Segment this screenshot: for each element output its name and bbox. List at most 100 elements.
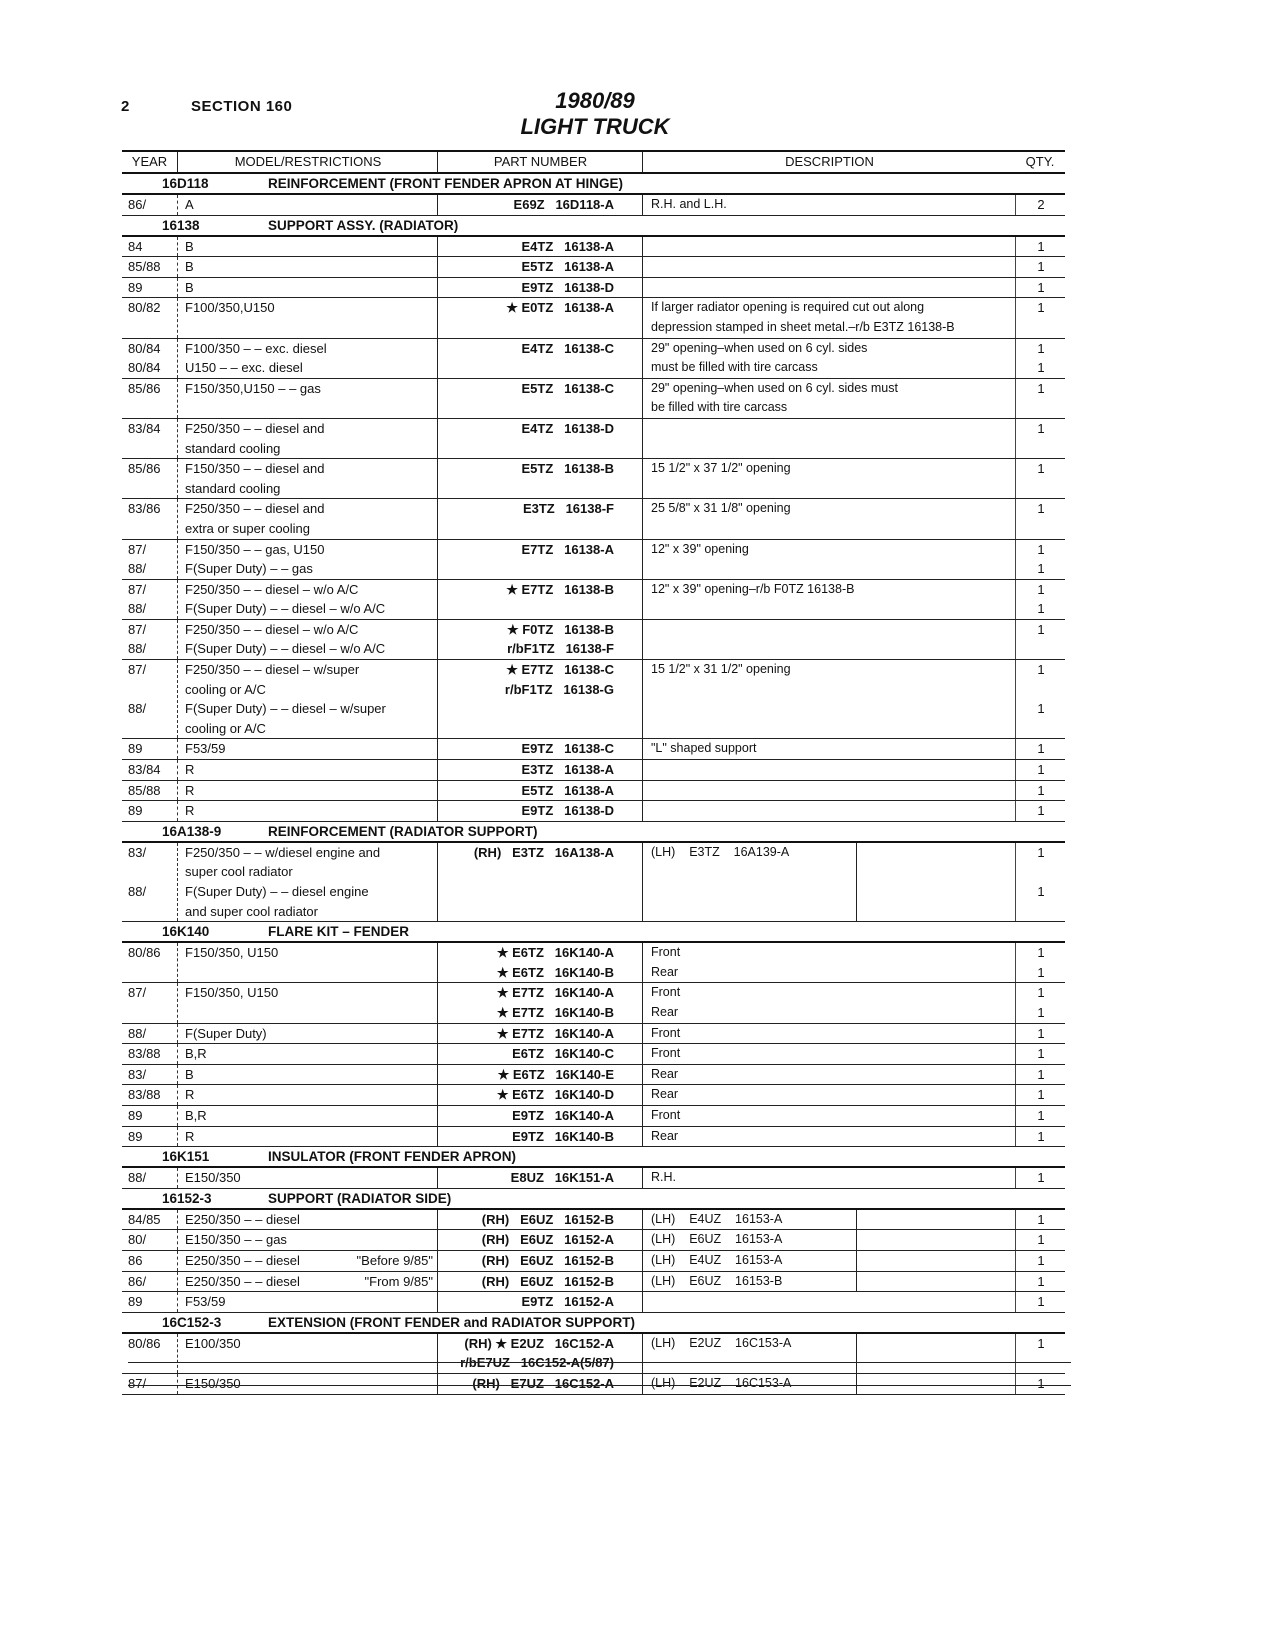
- model-line: F150/350 – – gas, U150: [185, 541, 325, 557]
- model-line: F(Super Duty) – – gas: [185, 561, 313, 577]
- part-number-cell: (RH) E6UZ 16152-B: [437, 1209, 642, 1230]
- qty-cell: 1: [1015, 739, 1066, 760]
- part-number-cell: ★ E7TZ 16138-C r/bF1TZ 16138-G: [437, 660, 642, 739]
- year-line: 86/: [128, 1273, 147, 1289]
- year-cell: 80/: [122, 1230, 177, 1250]
- part-number-cell: E9TZ 16138-D: [437, 801, 642, 821]
- year-line: 89: [128, 1107, 143, 1123]
- qty-cell: 1: [1015, 1250, 1066, 1271]
- part-number-line: r/bF1TZ 16138-G: [504, 681, 614, 697]
- col-part: PART NUMBER: [437, 152, 643, 172]
- model-line: B: [185, 279, 194, 295]
- table-row: 80/82 F100/350,U150 ★ E0TZ 16138-A If large…: [122, 298, 1065, 339]
- table-row: 83/84 R E3TZ 16138-A 1: [122, 760, 1065, 781]
- year-cell: 84/85: [122, 1210, 177, 1230]
- part-number-cell: ★ E7TZ 16K140-A ★ E7TZ 16K140-B: [437, 983, 642, 1023]
- description-cell: (LH) E4UZ 16153-A: [642, 1250, 1015, 1271]
- qty-cell: 1: [1015, 1126, 1066, 1147]
- description-line: R.H.: [651, 1170, 676, 1185]
- year-cell: 85/88: [122, 257, 177, 277]
- model-cell: A: [177, 195, 437, 215]
- description-line: 25 5/8" x 31 1/8" opening: [651, 501, 791, 516]
- part-number-line: ★ F0TZ 16138-B: [506, 621, 614, 637]
- section-title: REINFORCEMENT (FRONT FENDER APRON AT HIN…: [268, 176, 623, 191]
- qty-cell: 1: [1015, 257, 1066, 277]
- model-cell: E150/350 – – gas: [177, 1230, 437, 1250]
- part-number-line: E9TZ 16K140-A: [512, 1107, 614, 1123]
- year-cell: 89: [122, 801, 177, 821]
- column-divider: [856, 1250, 857, 1271]
- model-line: B,R: [185, 1046, 207, 1062]
- model-cell: B: [177, 257, 437, 277]
- part-number-line: E5TZ 16138-A: [521, 782, 615, 798]
- year-line: [128, 680, 177, 700]
- qty-line: 1: [1037, 1005, 1045, 1020]
- qty-cell: 1: [1015, 1209, 1066, 1230]
- description-cell: (LH) E2UZ 16C153-A: [642, 1333, 1015, 1373]
- year-cell: 87/88/: [122, 540, 177, 579]
- description-line: (LH) E2UZ 16C153-A: [651, 1375, 792, 1390]
- description-line: be filled with tire carcass: [651, 400, 788, 415]
- table-row: 87/88/F150/350 – – gas, U150 F(Super Duty…: [122, 539, 1065, 580]
- qty-line: 1: [1037, 380, 1045, 396]
- section-heading: 16D118 REINFORCEMENT (FRONT FENDER APRON …: [122, 174, 1065, 195]
- description-line: [651, 419, 1015, 439]
- year-cell: 89: [122, 278, 177, 298]
- part-number-line: (RH) E6UZ 16152-B: [481, 1252, 614, 1268]
- year-line: 80/86: [128, 1335, 161, 1351]
- section-heading: 16A138-9 REINFORCEMENT (RADIATOR SUPPORT): [122, 822, 1065, 843]
- description-line: Front: [651, 945, 681, 960]
- description-cell: Front: [642, 1023, 1015, 1044]
- model-line: R: [185, 1128, 195, 1144]
- table-row: 83/B ★ E6TZ 16K140-E Rear 1: [122, 1064, 1066, 1086]
- year-line: 80/84: [128, 360, 161, 376]
- year-cell: 83/: [122, 1065, 177, 1085]
- description-cell: 12" x 39" opening: [642, 539, 1015, 579]
- qty-cell: 1: [1015, 1064, 1066, 1085]
- section-title: SUPPORT ASSY. (RADIATOR): [268, 217, 459, 233]
- table-row: 87/88/F250/350 – – diesel – w/super cooli…: [122, 660, 1065, 740]
- model-line: [185, 1003, 437, 1023]
- year-line: [128, 719, 177, 739]
- year-line: 89: [128, 1128, 143, 1144]
- description-cell: Rear: [642, 1126, 1015, 1147]
- qty-line: 1: [1037, 964, 1045, 980]
- model-line: cooling or A/C: [185, 720, 266, 736]
- model-cell: F150/350 – – gas, U150 F(Super Duty) – – …: [177, 539, 437, 579]
- model-line: F250/350 – – diesel – w/super: [185, 662, 360, 678]
- year-line: [128, 398, 177, 418]
- section-heading: 16C152-3 EXTENSION (FRONT FENDER and RADI…: [122, 1313, 1065, 1334]
- part-number-cell: E4TZ 16138-C: [437, 338, 642, 378]
- year-cell: 83/84: [122, 419, 177, 458]
- table-row: 80/84 80/84 F100/350 – – exc. diesel U150 –…: [122, 338, 1066, 379]
- year-line: 86: [128, 1252, 143, 1268]
- year-cell: 85/88: [122, 781, 177, 801]
- table-row: 87/88/F250/350 – – diesel – w/o A/C F(Sup…: [122, 619, 1065, 661]
- qty-line: 1: [1037, 601, 1045, 617]
- description-line: Front: [651, 1046, 681, 1061]
- model-cell: F150/350, U150: [177, 983, 437, 1023]
- part-number-line: E9TZ 16138-C: [521, 741, 615, 757]
- qty-line: 1: [1037, 1128, 1045, 1144]
- part-number-line: ★ E6TZ 16K140-A: [496, 945, 614, 961]
- table-row: 89 R E9TZ 16138-D 1: [122, 801, 1065, 822]
- model-line: F53/59: [185, 741, 226, 757]
- year-cell: 89: [122, 1127, 177, 1147]
- description-line: If larger radiator opening is required c…: [651, 300, 925, 315]
- description-line: [651, 620, 1015, 640]
- model-line: [185, 1353, 437, 1373]
- description-line: (LH) E6UZ 16153-B: [651, 1273, 783, 1288]
- table-row: 87/F150/350, U150 ★ E7TZ 16K140-A ★ E7TZ 1…: [122, 983, 1065, 1024]
- model-cell: F250/350 – – diesel – w/super cooling or …: [177, 660, 437, 739]
- part-number-line: E3TZ 16138-F: [522, 501, 614, 517]
- description-cell: [642, 277, 1015, 298]
- description-cell: 15 1/2" x 37 1/2" opening: [642, 459, 1015, 499]
- part-number-line: E4TZ 16138-D: [521, 420, 615, 436]
- description-cell: (LH) E4UZ 16153-A: [642, 1209, 1015, 1230]
- year-line: 88/: [128, 884, 147, 900]
- description-line: (LH) E4UZ 16153-A: [651, 1252, 783, 1267]
- description-cell: R.H.: [642, 1168, 1015, 1188]
- year-cell: 83/88: [122, 1044, 177, 1064]
